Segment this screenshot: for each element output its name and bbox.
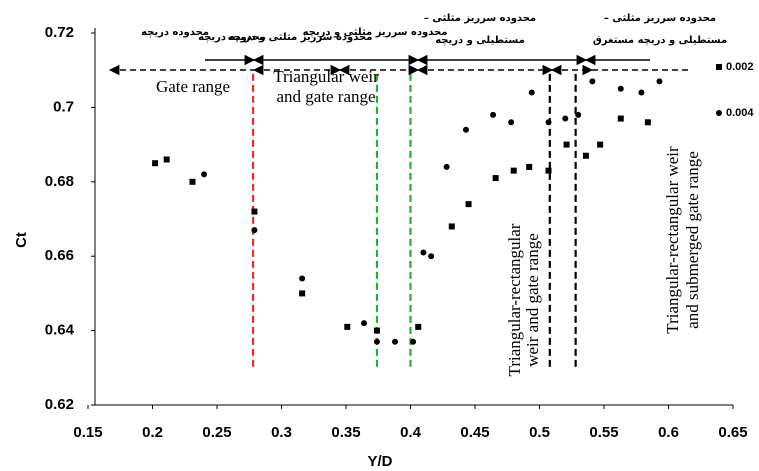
legend-label: 0.004	[726, 107, 754, 119]
point	[656, 78, 663, 85]
annotation: and gate range	[276, 87, 375, 106]
y-tick-label: 0.62	[45, 396, 74, 413]
point	[563, 141, 570, 148]
annotation: Triangular weir	[273, 67, 379, 86]
point	[562, 115, 569, 122]
annotation: مستطیلی و دریچه مستغرق	[593, 35, 727, 46]
y-tick-label: 0.66	[45, 247, 74, 264]
annotation: محدوده سرریز مثلثی –	[604, 13, 716, 24]
point	[490, 111, 497, 118]
point	[420, 249, 427, 256]
annotation: weir and gate range	[523, 233, 542, 367]
x-tick-label: 0.5	[529, 424, 550, 441]
x-tick-label: 0.4	[400, 424, 422, 441]
point	[462, 126, 469, 133]
point	[448, 223, 455, 230]
point	[492, 175, 499, 182]
y-tick-label: 0.72	[45, 24, 74, 41]
point	[201, 171, 208, 178]
x-tick-label: 0.6	[658, 424, 679, 441]
point	[545, 167, 552, 174]
point	[251, 208, 258, 215]
x-tick-label: 0.35	[331, 424, 360, 441]
point	[465, 201, 472, 208]
point	[638, 89, 645, 96]
point	[373, 327, 380, 334]
x-tick-label: 0.2	[142, 424, 163, 441]
point	[617, 85, 624, 92]
annotation: Triangular-rectangular weir	[663, 146, 682, 334]
x-tick-label: 0.3	[271, 424, 292, 441]
point	[545, 119, 552, 126]
point	[163, 156, 170, 163]
annotation: مستطیلی و دریچه	[435, 35, 525, 46]
point	[508, 119, 515, 126]
point	[589, 78, 596, 85]
x-tick-label: 0.65	[718, 424, 747, 441]
point	[597, 141, 604, 148]
point	[361, 320, 368, 327]
x-axis-title: Y/D	[367, 453, 392, 470]
annotation: and submerged gate range	[683, 151, 702, 329]
point	[510, 167, 517, 174]
point	[251, 227, 258, 234]
annotation: محدوده سرریز مثلثی –	[424, 13, 536, 24]
x-tick-label: 0.45	[460, 424, 489, 441]
point	[299, 275, 306, 282]
annotation: Gate range	[156, 77, 230, 96]
annotation: محدوده دریچه	[141, 27, 209, 38]
x-tick-label: 0.55	[589, 424, 618, 441]
x-tick-label: 0.25	[202, 424, 231, 441]
point	[392, 338, 399, 345]
legend-marker	[716, 110, 722, 116]
point	[344, 323, 351, 330]
point	[415, 323, 422, 330]
annotation: محدوده سرریز مثلثی و دریچه	[303, 27, 448, 38]
legend-label: 0.002	[726, 61, 754, 73]
point	[526, 163, 533, 170]
y-axis-title: Ct	[13, 232, 30, 248]
point	[443, 163, 450, 170]
y-tick-label: 0.64	[45, 322, 75, 339]
annotation: Triangular-rectangular	[505, 223, 524, 376]
point	[644, 119, 651, 126]
point	[575, 111, 582, 118]
point	[617, 115, 624, 122]
legend-marker	[716, 64, 722, 70]
point	[299, 290, 306, 297]
y-tick-label: 0.7	[53, 98, 74, 115]
point	[189, 178, 196, 185]
annotation: محدوده دریچه	[198, 32, 266, 43]
point	[373, 338, 380, 345]
y-tick-label: 0.68	[45, 173, 74, 190]
annotation: محدوده سرریز مثلثی و دریچه	[228, 32, 373, 43]
point	[428, 253, 435, 260]
point	[528, 89, 535, 96]
point	[582, 152, 589, 159]
x-tick-label: 0.15	[73, 424, 102, 441]
point	[410, 338, 417, 345]
point	[152, 160, 159, 167]
